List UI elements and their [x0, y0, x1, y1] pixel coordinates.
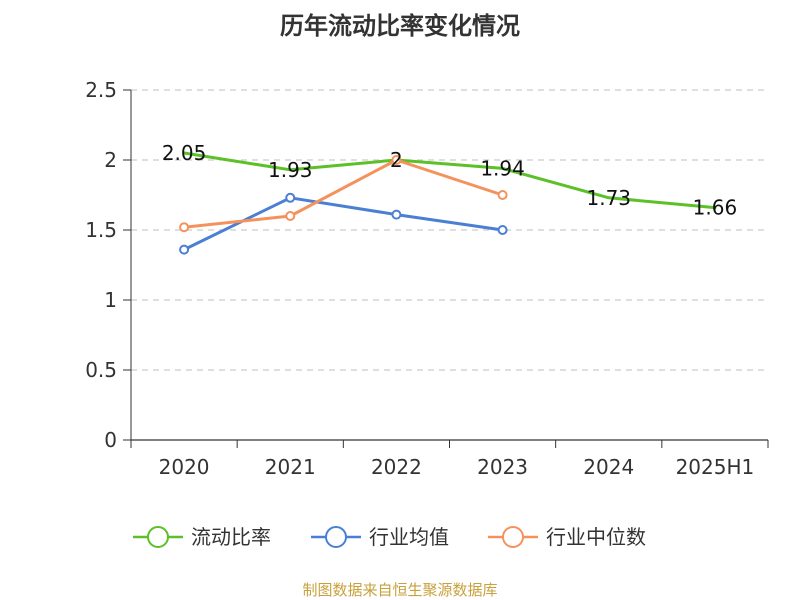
series-2-point — [285, 211, 296, 221]
legend-label: 行业均值 — [369, 525, 449, 549]
legend-label: 流动比率 — [191, 525, 271, 549]
series-1-point — [391, 209, 402, 220]
legend-item-2: 行业中位数 — [488, 525, 646, 549]
x-tick-label: 2025H1 — [676, 455, 755, 479]
legend-marker — [325, 526, 347, 548]
data-label: 1.66 — [693, 196, 738, 220]
series-line-0 — [182, 151, 717, 210]
series-2-point — [497, 190, 508, 200]
series-line-2 — [182, 158, 505, 229]
y-tick-label: 1.5 — [85, 218, 117, 242]
legend-marker — [502, 526, 524, 548]
series-1-point — [497, 225, 508, 235]
y-tick-label: 0.5 — [85, 358, 117, 382]
y-tick-label: 0 — [104, 428, 117, 452]
x-tick-label: 2020 — [159, 455, 210, 479]
data-label: 1.73 — [586, 186, 631, 210]
series-line-1 — [182, 196, 505, 252]
chart-title: 历年流动比率变化情况 — [280, 12, 520, 40]
x-tick-label: 2022 — [371, 455, 422, 479]
series-1-point — [285, 192, 296, 203]
y-tick-label: 1 — [104, 288, 117, 312]
data-label: 2 — [390, 148, 403, 172]
legend-item-0: 流动比率 — [133, 525, 271, 549]
data-label: 1.94 — [480, 156, 525, 180]
y-tick-label: 2.5 — [85, 78, 117, 102]
series-1-point — [179, 244, 190, 255]
series-2-point — [179, 222, 190, 233]
series-layer — [179, 151, 717, 255]
x-tick-label: 2024 — [583, 455, 634, 479]
source-note: 制图数据来自恒生聚源数据库 — [302, 581, 497, 599]
x-tick-label: 2023 — [477, 455, 528, 479]
series-2-point — [391, 155, 402, 165]
x-tick-label: 2021 — [265, 455, 316, 479]
y-tick-label: 2 — [104, 148, 117, 172]
legend-marker — [147, 526, 169, 548]
data-label: 2.05 — [162, 141, 207, 165]
data-label: 1.93 — [268, 158, 313, 182]
data-label-layer: 2.05 1.93 2 1.94 1.73 1.66 — [162, 141, 737, 220]
axis-layer: 0 0.5 1 1.5 2 2.5 2020 2021 2022 2023 2024 2025H1 — [85, 78, 769, 479]
legend-item-1: 行业均值 — [311, 525, 449, 549]
grid-layer — [131, 89, 768, 371]
legend: 流动比率 行业均值 行业中位数 — [133, 525, 646, 549]
legend-label: 行业中位数 — [546, 525, 646, 549]
